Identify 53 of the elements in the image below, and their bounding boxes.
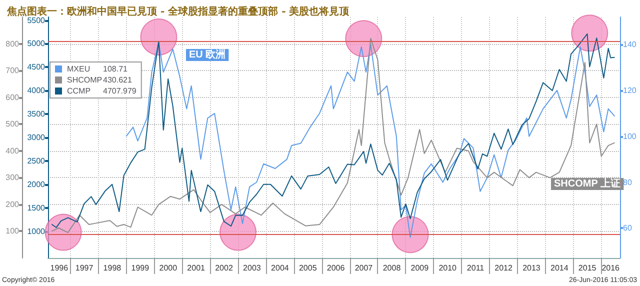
y-tick-label: 200: [6, 200, 20, 209]
y2-tick-label: 5000: [27, 39, 46, 48]
annotation: SHCOMP 上证: [554, 178, 620, 190]
annotation: EU 欧洲: [189, 48, 226, 60]
y2-tick-label: 2000: [27, 180, 46, 189]
x-tick-label: 2010: [438, 264, 458, 272]
annotation: 108.71: [103, 64, 128, 74]
y3-tick-label: 80: [623, 178, 632, 187]
y2-tick-label: 3000: [27, 133, 46, 142]
x-tick-label: 2013: [522, 264, 541, 272]
legend-label: CCMP: [67, 86, 91, 96]
x-tick-label: 2006: [326, 264, 346, 272]
x-tick-label: 2012: [494, 264, 513, 272]
y3-tick-label: 140: [623, 40, 637, 50]
x-tick-label: 2015: [578, 264, 597, 272]
y-tick-label: 800: [6, 39, 20, 48]
x-tick-label: 1999: [131, 264, 150, 272]
x-tick-label: 2005: [298, 264, 318, 272]
x-tick-label: 2008: [382, 264, 402, 272]
x-tick-label: 1997: [75, 264, 94, 272]
annotation: 4707.979: [103, 86, 137, 96]
x-tick-label: 1998: [103, 264, 122, 272]
x-tick-label: 2007: [354, 264, 374, 272]
y2-tick-label: 4000: [27, 86, 46, 96]
legend-label: MXEU: [67, 64, 90, 74]
x-tick-label: 2011: [466, 264, 485, 272]
y2-tick-label: 5500: [27, 16, 46, 25]
y2-tick-label: 1000: [27, 226, 46, 236]
y3-tick-label: 120: [623, 86, 637, 95]
y-tick-label: 700: [6, 66, 20, 76]
y3-tick-label: 100: [623, 132, 637, 141]
y2-tick-label: 2500: [27, 156, 46, 166]
y2-tick-label: 4500: [27, 62, 46, 72]
y2-tick-label: 3500: [27, 110, 46, 119]
x-tick-label: 2000: [159, 264, 178, 272]
x-tick-label: 2004: [271, 264, 290, 272]
y-tick-label: 400: [6, 146, 20, 156]
x-tick-label: 1996: [50, 264, 69, 272]
annotation: 430.621: [103, 76, 132, 84]
x-tick-label: 2009: [410, 264, 430, 272]
y3-tick-label: 60: [623, 224, 632, 233]
x-tick-label: 2016: [602, 264, 620, 272]
y-tick-label: 500: [6, 120, 20, 129]
x-tick-label: 2003: [243, 264, 262, 272]
x-tick-label: 2001: [187, 264, 206, 272]
x-tick-label: 2014: [550, 264, 569, 272]
legend-label: SHCOMP: [67, 76, 102, 84]
x-tick-label: 2002: [215, 264, 234, 272]
y-tick-label: 100: [6, 226, 20, 236]
y2-tick-label: 1500: [27, 203, 46, 212]
y-tick-label: 300: [6, 173, 20, 182]
y-tick-label: 600: [6, 92, 20, 102]
chart-title: 焦点图表一：欧洲和中国早已見顶 - 全球股指显著的重叠顶部 - 美股也将見顶: [6, 6, 350, 18]
